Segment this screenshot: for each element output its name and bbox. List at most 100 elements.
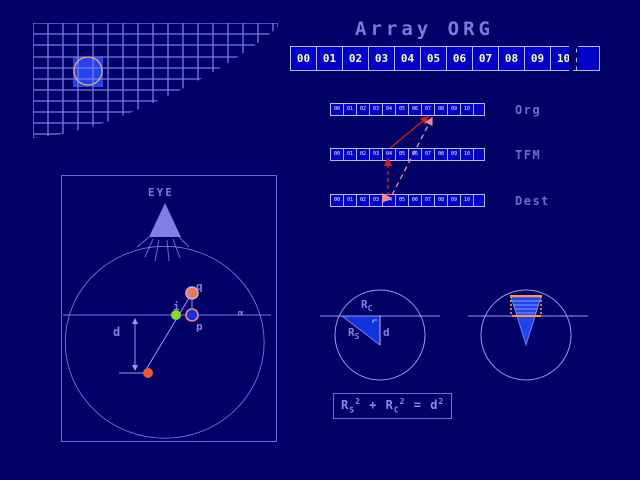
array-mapping-arrows bbox=[330, 100, 530, 215]
eye-label: EYE bbox=[148, 186, 174, 199]
array-cell[interactable]: 02 bbox=[357, 104, 370, 115]
array-cell[interactable]: 06 bbox=[409, 104, 422, 115]
array-cell[interactable]: 05 bbox=[396, 104, 409, 115]
array-cell[interactable]: 09 bbox=[525, 47, 551, 70]
distance-d-label: d bbox=[113, 325, 121, 339]
cone-diagram bbox=[468, 283, 588, 388]
angle-alpha-label: ∝ bbox=[237, 306, 245, 320]
array-cell[interactable]: 01 bbox=[344, 104, 357, 115]
array-cell[interactable]: 08 bbox=[435, 104, 448, 115]
array-cell[interactable]: 04 bbox=[383, 195, 396, 206]
array-label-tfm: TFM bbox=[515, 148, 542, 162]
array-cell[interactable]: 09 bbox=[448, 104, 461, 115]
array-cell[interactable]: 03 bbox=[369, 47, 395, 70]
array-cell[interactable]: 07 bbox=[422, 195, 435, 206]
array-cell[interactable]: 05 bbox=[421, 47, 447, 70]
point-p-marker bbox=[185, 308, 199, 322]
point-p-label: p bbox=[196, 320, 203, 333]
formula-rs-sub: S bbox=[349, 405, 356, 415]
array-cell[interactable]: 10 bbox=[551, 47, 577, 70]
big-array-torn-edge bbox=[569, 46, 585, 72]
cone-bands bbox=[513, 300, 539, 314]
formula-box: RS2 + RC2 = d2 bbox=[333, 393, 453, 420]
array-cell[interactable]: 05 bbox=[396, 195, 409, 206]
array-cell[interactable]: 10 bbox=[461, 104, 474, 115]
array-cell[interactable]: 03 bbox=[370, 149, 383, 160]
formula-rc-sub: C bbox=[393, 405, 400, 415]
array-cell[interactable]: 04 bbox=[383, 104, 396, 115]
array-cell[interactable]: 07 bbox=[422, 104, 435, 115]
d-dimension bbox=[119, 318, 147, 374]
radius-diagram bbox=[320, 283, 440, 388]
formula-d-exp: 2 bbox=[438, 397, 445, 406]
array-cell[interactable]: 07 bbox=[473, 47, 499, 70]
array-cell[interactable]: 10 bbox=[461, 195, 474, 206]
formula-plus: + bbox=[369, 398, 378, 412]
array-cell[interactable]: 04 bbox=[395, 47, 421, 70]
sphere-center-dot bbox=[143, 368, 153, 378]
grid-circle-marker bbox=[73, 56, 103, 86]
array-cell[interactable]: 06 bbox=[409, 195, 422, 206]
formula-d: d bbox=[430, 398, 439, 412]
array-cell[interactable]: 04 bbox=[383, 149, 396, 160]
array-cell[interactable]: 02 bbox=[343, 47, 369, 70]
eye-diagram-frame bbox=[61, 175, 277, 442]
array-dest-row: 00 01 02 03 04 05 06 07 08 09 10 bbox=[330, 194, 485, 207]
point-i-marker bbox=[171, 310, 181, 320]
center-to-q-line bbox=[143, 292, 193, 374]
eye-diagram bbox=[61, 175, 277, 442]
cone-fill bbox=[511, 297, 541, 345]
big-array-row: 00 01 02 03 04 05 06 07 08 09 10 bbox=[290, 46, 600, 71]
array-org-row: 00 01 02 03 04 05 06 07 08 09 10 bbox=[330, 103, 485, 116]
array-cell[interactable]: 09 bbox=[448, 149, 461, 160]
array-cell[interactable]: 02 bbox=[357, 195, 370, 206]
arrowhead-dest-marker bbox=[382, 193, 392, 203]
array-cell[interactable]: 08 bbox=[435, 195, 448, 206]
formula-rs: R bbox=[341, 398, 350, 412]
sphere-outline bbox=[64, 245, 265, 439]
radius-circle-outline bbox=[334, 289, 426, 381]
arrow-tfm-to-org bbox=[389, 116, 430, 149]
array-cell[interactable]: 01 bbox=[344, 195, 357, 206]
label-d-radius: d bbox=[383, 326, 390, 339]
array-cell[interactable]: 09 bbox=[448, 195, 461, 206]
formula-rs-exp: 2 bbox=[355, 397, 361, 406]
right-angle-marker bbox=[372, 319, 377, 323]
array-cell[interactable]: 00 bbox=[331, 149, 344, 160]
perspective-grid bbox=[0, 0, 300, 150]
arrow-dest-to-org bbox=[391, 116, 433, 196]
page-title: Array ORG bbox=[355, 18, 494, 40]
array-cell[interactable]: 08 bbox=[499, 47, 525, 70]
eye-cone bbox=[149, 203, 181, 237]
array-tfm-row: 00 01 02 03 04 05 06 07 08 09 10 bbox=[330, 148, 485, 161]
array-cell[interactable]: 08 bbox=[435, 149, 448, 160]
array-cell[interactable]: 07 bbox=[422, 149, 435, 160]
array-cell[interactable]: 01 bbox=[317, 47, 343, 70]
label-rs: RS bbox=[348, 326, 359, 341]
array-cell[interactable]: 00 bbox=[331, 104, 344, 115]
point-q-marker bbox=[185, 286, 199, 300]
point-i-label: i bbox=[173, 300, 180, 313]
array-cell[interactable]: 03 bbox=[370, 104, 383, 115]
array-cell[interactable]: 05 bbox=[396, 149, 409, 160]
point-q-label: q bbox=[196, 280, 203, 293]
array-cell[interactable]: 06 bbox=[447, 47, 473, 70]
grid-lines bbox=[33, 23, 278, 138]
label-rc: RC bbox=[361, 298, 372, 313]
array-cell[interactable]: 06 bbox=[409, 149, 422, 160]
label-rs-text: R bbox=[348, 326, 355, 339]
array-label-org: Org bbox=[515, 103, 542, 117]
formula-rc-exp: 2 bbox=[399, 397, 406, 406]
eye-rays bbox=[136, 236, 190, 262]
array-cell[interactable]: 02 bbox=[357, 149, 370, 160]
array-cell[interactable]: 10 bbox=[461, 149, 474, 160]
cone-circle-outline bbox=[480, 289, 572, 381]
formula-rc: R bbox=[385, 398, 394, 412]
array-cell[interactable]: 00 bbox=[331, 195, 344, 206]
label-rc-sub: C bbox=[367, 304, 373, 314]
array-cell[interactable]: 01 bbox=[344, 149, 357, 160]
formula-equals: = bbox=[413, 398, 422, 412]
array-label-dest: Dest bbox=[515, 194, 550, 208]
array-cell[interactable]: 00 bbox=[291, 47, 317, 70]
